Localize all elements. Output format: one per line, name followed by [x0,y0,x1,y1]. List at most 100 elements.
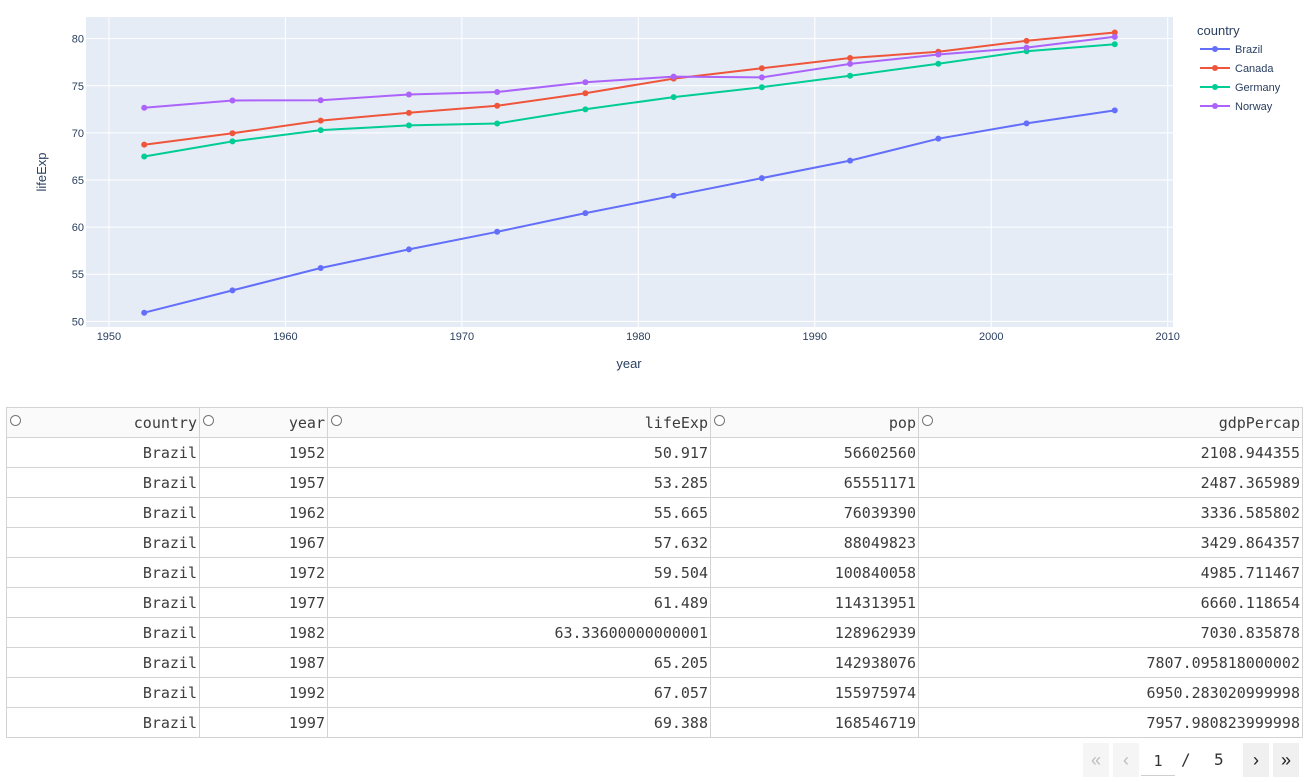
table-cell-gdppercap[interactable]: 3336.585802 [918,497,1303,528]
legend[interactable]: country Brazil Canada Germany Norway [1197,23,1281,113]
data-point[interactable] [847,157,854,164]
data-point[interactable] [847,60,854,67]
column-select-radio[interactable] [203,415,214,426]
table-cell-year[interactable]: 1977 [199,587,328,618]
table-cell-year[interactable]: 1957 [199,467,328,498]
table-cell-country[interactable]: Brazil [6,707,200,738]
table-cell-pop[interactable]: 65551171 [710,467,919,498]
data-point[interactable] [317,97,324,104]
legend-item-brazil[interactable]: Brazil [1200,44,1263,56]
table-cell-pop[interactable]: 56602560 [710,437,919,468]
table-cell-year[interactable]: 1982 [199,617,328,648]
data-point[interactable] [229,130,236,137]
table-cell-year[interactable]: 1962 [199,497,328,528]
column-select-radio[interactable] [331,415,342,426]
table-cell-gdppercap[interactable]: 3429.864357 [918,527,1303,558]
column-select-radio[interactable] [714,415,725,426]
table-cell-lifeexp[interactable]: 69.388 [327,707,711,738]
table-cell-year[interactable]: 1952 [199,437,328,468]
table-cell-lifeexp[interactable]: 55.665 [327,497,711,528]
table-cell-gdppercap[interactable]: 6660.118654 [918,587,1303,618]
data-point[interactable] [582,106,589,113]
data-point[interactable] [141,141,148,148]
data-point[interactable] [494,120,501,127]
table-cell-country[interactable]: Brazil [6,497,200,528]
table-cell-lifeexp[interactable]: 57.632 [327,527,711,558]
data-point[interactable] [670,192,677,199]
table-cell-gdppercap[interactable]: 2108.944355 [918,437,1303,468]
table-cell-pop[interactable]: 142938076 [710,647,919,678]
page-number-input[interactable] [1141,747,1175,776]
data-point[interactable] [141,104,148,111]
data-point[interactable] [1023,120,1030,127]
table-cell-country[interactable]: Brazil [6,437,200,468]
data-point[interactable] [1111,41,1118,48]
column-header-year[interactable]: year [199,407,328,438]
data-point[interactable] [494,89,501,96]
first-page-button[interactable]: « [1083,743,1109,777]
data-point[interactable] [317,117,324,124]
table-cell-lifeexp[interactable]: 63.33600000000001 [327,617,711,648]
data-point[interactable] [935,51,942,58]
table-cell-lifeexp[interactable]: 59.504 [327,557,711,588]
column-select-radio[interactable] [10,415,21,426]
data-point[interactable] [1023,37,1030,44]
legend-item-norway[interactable]: Norway [1200,101,1273,113]
data-point[interactable] [670,94,677,101]
column-header-country[interactable]: country [6,407,200,438]
table-cell-country[interactable]: Brazil [6,677,200,708]
table-cell-country[interactable]: Brazil [6,617,200,648]
table-cell-country[interactable]: Brazil [6,557,200,588]
table-cell-year[interactable]: 1992 [199,677,328,708]
data-point[interactable] [847,72,854,79]
table-cell-gdppercap[interactable]: 2487.365989 [918,467,1303,498]
table-cell-year[interactable]: 1997 [199,707,328,738]
table-cell-country[interactable]: Brazil [6,527,200,558]
data-point[interactable] [582,79,589,86]
table-cell-lifeexp[interactable]: 50.917 [327,437,711,468]
column-header-pop[interactable]: pop [710,407,919,438]
table-cell-gdppercap[interactable]: 6950.283020999998 [918,677,1303,708]
table-cell-country[interactable]: Brazil [6,647,200,678]
data-point[interactable] [229,138,236,145]
data-point[interactable] [670,73,677,80]
table-cell-lifeexp[interactable]: 61.489 [327,587,711,618]
table-cell-lifeexp[interactable]: 53.285 [327,467,711,498]
data-point[interactable] [229,287,236,294]
data-point[interactable] [758,84,765,91]
data-point[interactable] [758,65,765,72]
data-point[interactable] [405,91,412,98]
data-point[interactable] [758,74,765,81]
data-point[interactable] [405,109,412,116]
table-cell-pop[interactable]: 128962939 [710,617,919,648]
data-point[interactable] [405,246,412,253]
column-header-lifeexp[interactable]: lifeExp [327,407,711,438]
data-point[interactable] [317,264,324,271]
table-cell-gdppercap[interactable]: 4985.711467 [918,557,1303,588]
data-point[interactable] [1111,33,1118,40]
previous-page-button[interactable]: ‹ [1113,743,1139,777]
table-cell-year[interactable]: 1967 [199,527,328,558]
data-point[interactable] [229,97,236,104]
data-point[interactable] [494,102,501,109]
data-point[interactable] [141,153,148,160]
data-point[interactable] [317,127,324,134]
next-page-button[interactable]: › [1243,743,1269,777]
table-cell-country[interactable]: Brazil [6,467,200,498]
table-cell-gdppercap[interactable]: 7807.095818000002 [918,647,1303,678]
data-point[interactable] [1023,44,1030,51]
table-cell-year[interactable]: 1972 [199,557,328,588]
data-point[interactable] [1111,107,1118,114]
data-point[interactable] [935,135,942,142]
table-cell-pop[interactable]: 88049823 [710,527,919,558]
table-cell-pop[interactable]: 100840058 [710,557,919,588]
table-cell-year[interactable]: 1987 [199,647,328,678]
table-cell-gdppercap[interactable]: 7030.835878 [918,617,1303,648]
data-point[interactable] [494,228,501,235]
data-point[interactable] [141,309,148,316]
legend-item-germany[interactable]: Germany [1200,82,1281,94]
data-point[interactable] [582,90,589,97]
column-header-gdppercap[interactable]: gdpPercap [918,407,1303,438]
table-cell-lifeexp[interactable]: 67.057 [327,677,711,708]
table-cell-pop[interactable]: 168546719 [710,707,919,738]
